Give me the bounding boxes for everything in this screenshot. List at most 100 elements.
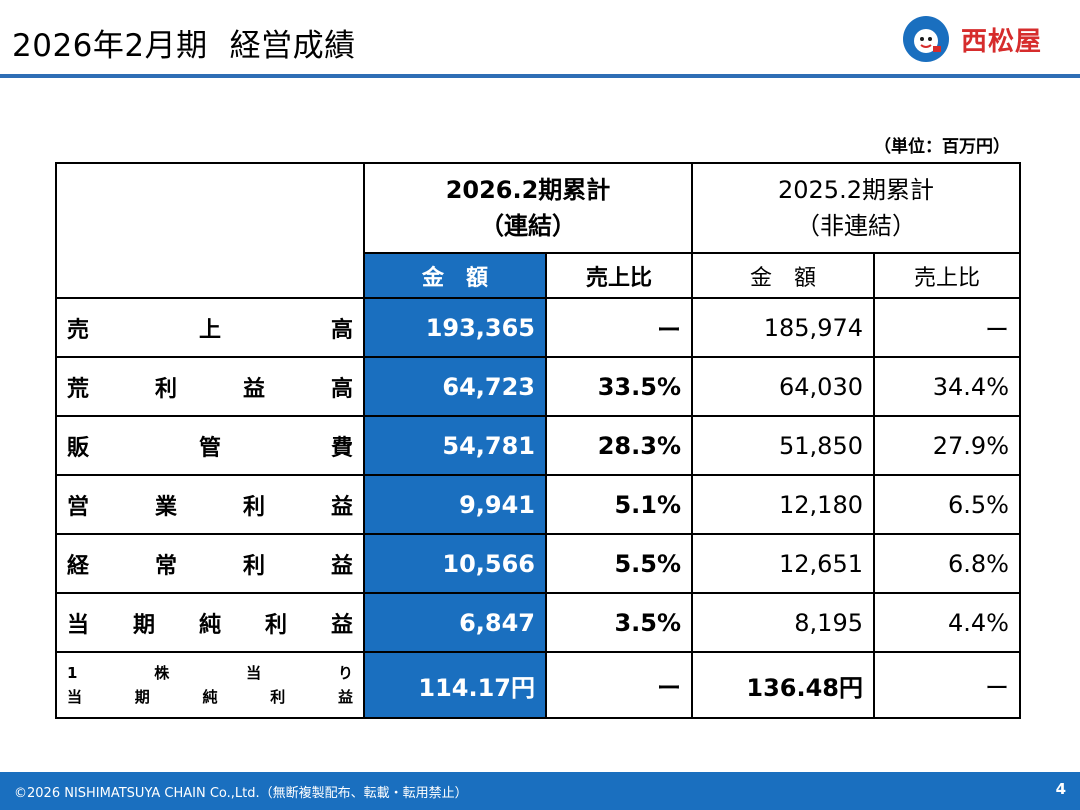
table-row: 経 常 利 益 10,566 5.5% 12,651 6.8% — [55, 533, 1021, 594]
nonconsolidated-ratio: 34.4% — [873, 356, 1021, 417]
row-label-char: 高 — [330, 317, 353, 343]
eps-nonconsolidated-ratio: ー — [873, 651, 1021, 719]
table-row: 荒 利 益 高 64,723 33.5% 64,030 34.4% — [55, 356, 1021, 417]
subheader-row: 金 額 売上比 金 額 売上比 — [56, 252, 1021, 299]
row-label-char: 販 — [67, 435, 90, 461]
row-label-char: 益 — [242, 376, 265, 402]
consolidated-amount: 10,566 — [363, 533, 547, 594]
consolidated-ratio: 33.5% — [545, 356, 693, 417]
row-label: 当期純利益 — [55, 592, 365, 653]
subheader-consolidated-amount: 金 額 — [363, 252, 547, 299]
header-nonconsolidated: 2025.2期累計 （非連結） — [691, 162, 1021, 254]
row-label: 営業利益 — [55, 474, 365, 535]
eps-label-line2: 当期純利益 — [67, 685, 353, 709]
eps-consolidated-amount: 114.17円 — [363, 651, 547, 719]
row-label-char: 益 — [330, 612, 353, 638]
header-nonconsolidated-type: （非連結） — [796, 212, 916, 240]
consolidated-amount: 193,365 — [363, 297, 547, 358]
eps-label-char: 株 — [154, 664, 170, 682]
row-label: 売上高 — [55, 297, 365, 358]
table-body: 売上高 193,365 ー 185,974 ー荒利益高 64,723 33.5% 64,030… — [55, 297, 1021, 653]
row-label-char: 益 — [330, 553, 353, 579]
row-label-char: 利 — [154, 376, 177, 402]
row-label-chars: 販管費 — [67, 430, 353, 462]
row-label-char: 高 — [330, 376, 353, 402]
eps-label-char: 益 — [337, 688, 353, 706]
eps-label-char: 当 — [67, 688, 83, 706]
eps-nonconsolidated-amount: 136.48円 — [691, 651, 875, 719]
header-consolidated: 2026.2期累計 （連結） — [363, 162, 693, 254]
row-label: 経常利益 — [55, 533, 365, 594]
row-label-chars: 営業利益 — [67, 489, 353, 521]
header-blank-cell — [55, 162, 365, 299]
nonconsolidated-ratio: 6.8% — [873, 533, 1021, 594]
nonconsolidated-amount: 185,974 — [691, 297, 875, 358]
unit-label: （単位：百万円） — [874, 137, 1010, 157]
nonconsolidated-ratio: 6.5% — [873, 474, 1021, 535]
logo-name: 西松屋 — [961, 26, 1043, 57]
page-number: 4 — [1055, 780, 1066, 798]
row-label-char: 営 — [67, 494, 90, 520]
eps-label-char: 純 — [202, 688, 218, 706]
subheader-nonconsolidated-amount: 金 額 — [691, 252, 875, 299]
nonconsolidated-amount: 12,651 — [691, 533, 875, 594]
eps-label-char: 当 — [246, 664, 262, 682]
title-rule — [0, 74, 1080, 78]
row-label-chars: 経常利益 — [67, 548, 353, 580]
nonconsolidated-ratio: ー — [873, 297, 1021, 358]
footer-bar: ©2026 NISHIMATSUYA CHAIN Co.,Ltd.（無断複製配布… — [0, 772, 1080, 810]
consolidated-ratio: 5.1% — [545, 474, 693, 535]
row-label-chars: 売上高 — [67, 312, 353, 344]
consolidated-amount: 54,781 — [363, 415, 547, 476]
table-row: 売上高 193,365 ー 185,974 ー — [55, 297, 1021, 358]
title-period: 2026年2月期 — [12, 28, 208, 64]
row-label-chars: 当期純利益 — [67, 607, 353, 639]
row-label-char: 純 — [198, 612, 221, 638]
consolidated-ratio: ー — [545, 297, 693, 358]
subheader-consolidated-ratio: 売上比 — [545, 252, 693, 299]
subheader-nonconsolidated-ratio: 売上比 — [873, 252, 1021, 299]
header-row: 2026.2期累計 （連結） 2025.2期累計 （非連結） — [55, 162, 1021, 299]
eps-label-char: り — [337, 664, 353, 682]
nonconsolidated-amount: 12,180 — [691, 474, 875, 535]
copyright-text: ©2026 NISHIMATSUYA CHAIN Co.,Ltd.（無断複製配布… — [14, 786, 468, 801]
row-label-char: 管 — [198, 435, 221, 461]
row-label-char: 経 — [67, 553, 90, 579]
row-label-char: 当 — [67, 612, 90, 638]
consolidated-ratio: 5.5% — [545, 533, 693, 594]
row-label-char: 利 — [242, 494, 265, 520]
row-label-char: 益 — [330, 494, 353, 520]
row-label: 荒利益高 — [55, 356, 365, 417]
eps-label-char: 利 — [270, 688, 286, 706]
consolidated-ratio: 3.5% — [545, 592, 693, 653]
nonconsolidated-amount: 64,030 — [691, 356, 875, 417]
financial-results-table: 2026.2期累計 （連結） 2025.2期累計 （非連結） 金 額 売上比 金… — [55, 162, 1021, 719]
eps-label-line1: 1 株 当 り — [67, 661, 353, 685]
consolidated-amount: 6,847 — [363, 592, 547, 653]
row-label: 販管費 — [55, 415, 365, 476]
table-row: 当 期 純 利 益 6,847 3.5% 8,195 4.4% — [55, 592, 1021, 653]
nonconsolidated-ratio: 27.9% — [873, 415, 1021, 476]
eps-label-char: 1 — [67, 664, 78, 682]
nonconsolidated-ratio: 4.4% — [873, 592, 1021, 653]
title-main: 経営成績 — [229, 28, 356, 64]
row-label-chars: 荒利益高 — [67, 371, 353, 403]
consolidated-amount: 64,723 — [363, 356, 547, 417]
company-logo: 西松屋 — [903, 14, 1042, 64]
table-row: 営 業 利 益 9,941 5.1% 12,180 6.5% — [55, 474, 1021, 535]
row-label-char: 売 — [67, 317, 90, 343]
row-label-char: 利 — [242, 553, 265, 579]
row-label-char: 費 — [330, 435, 353, 461]
row-label-char: 常 — [154, 553, 177, 579]
consolidated-ratio: 28.3% — [545, 415, 693, 476]
row-label-char: 利 — [264, 612, 287, 638]
mascot-icon — [903, 16, 949, 62]
row-label-char: 荒 — [67, 376, 90, 402]
nonconsolidated-amount: 51,850 — [691, 415, 875, 476]
eps-label-char: 期 — [134, 688, 150, 706]
header-consolidated-period: 2026.2期累計 — [445, 176, 611, 204]
table-row: 販 管 費 54,781 28.3% 51,850 27.9% — [55, 415, 1021, 476]
row-label-char: 業 — [154, 494, 177, 520]
